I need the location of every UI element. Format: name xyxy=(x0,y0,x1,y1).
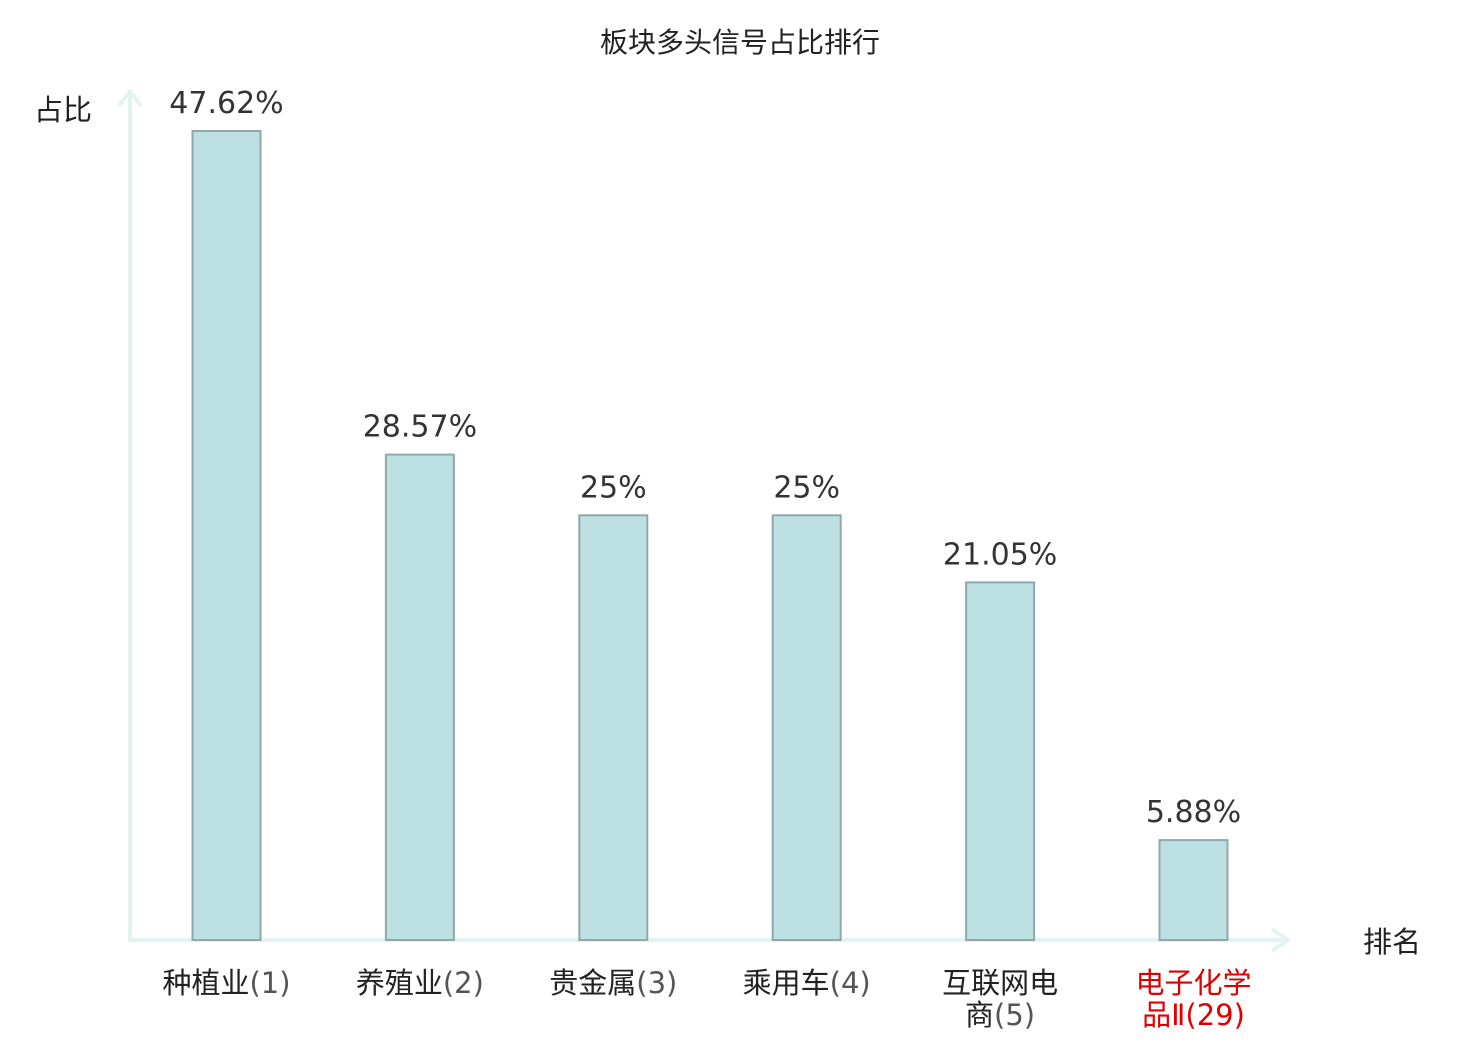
value-label: 47.62% xyxy=(169,86,283,121)
category-label: 乘用车(4) xyxy=(743,966,871,1000)
x-axis-arrow xyxy=(1270,927,1290,953)
category-rank: (4) xyxy=(830,966,871,1000)
bar xyxy=(1158,839,1229,941)
value-label: 25% xyxy=(580,470,647,505)
category-name: 品Ⅱ xyxy=(1142,998,1185,1032)
category-labels: 种植业(1) 养殖业(2) 贵金属(3) 乘用车(4) 互联网电商(5)电子化学品Ⅱ(2… xyxy=(162,966,1251,1032)
category-rank: (29) xyxy=(1185,998,1245,1032)
bar xyxy=(771,514,842,941)
y-axis-label: 占比 xyxy=(34,93,92,127)
y-axis-arrow xyxy=(117,89,143,108)
x-axis-label: 排名 xyxy=(1363,925,1421,959)
category-name: 互联网电 xyxy=(942,966,1058,1000)
value-label: 21.05% xyxy=(943,537,1057,572)
value-label: 28.57% xyxy=(363,410,477,445)
bars xyxy=(191,130,1229,942)
category-rank: (5) xyxy=(994,998,1035,1032)
category-rank: (3) xyxy=(636,966,677,1000)
category-name: 乘用车 xyxy=(743,966,830,1000)
category-label: 种植业(1) xyxy=(162,966,290,1000)
category-name: 电子化学 xyxy=(1135,966,1251,1000)
category-label: 电子化学品Ⅱ(29) xyxy=(1135,966,1251,1032)
axes xyxy=(117,89,1290,953)
bar xyxy=(384,453,455,941)
chart-title: 板块多头信号占比排行 xyxy=(600,26,880,59)
category-label: 养殖业(2) xyxy=(356,966,484,1000)
category-name: 商 xyxy=(965,998,994,1032)
category-rank: (1) xyxy=(249,966,290,1000)
bar xyxy=(191,130,262,941)
category-label: 贵金属(3) xyxy=(549,966,677,1000)
value-labels: 47.62% 28.57% 25% 25% 21.05% 5.88% xyxy=(169,86,1241,830)
category-name: 贵金属 xyxy=(549,966,636,1000)
category-label: 互联网电商(5) xyxy=(942,966,1058,1032)
category-name: 养殖业 xyxy=(356,966,443,1000)
category-rank: (2) xyxy=(443,966,484,1000)
bar xyxy=(965,581,1036,942)
value-label: 25% xyxy=(773,470,840,505)
category-name: 种植业 xyxy=(162,966,249,1000)
bar xyxy=(578,514,649,941)
value-label: 5.88% xyxy=(1146,795,1241,830)
